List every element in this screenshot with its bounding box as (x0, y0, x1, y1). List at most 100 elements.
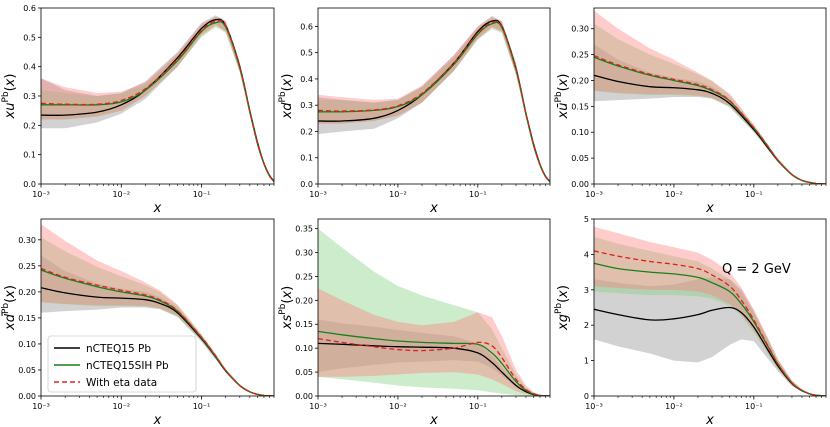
x-tick-label: 10⁻³ (32, 190, 50, 199)
y-tick-label: 3 (584, 286, 589, 295)
y-tick-label: 0.10 (295, 344, 313, 353)
line-with-eta-data (318, 337, 550, 396)
y-tick-label: 0.6 (300, 22, 313, 31)
plot-area (318, 15, 550, 183)
y-tick-label: 0.15 (18, 314, 36, 323)
x-tick-label: 10⁻¹ (745, 190, 763, 199)
x-tick-label: 10⁻² (112, 190, 130, 199)
y-tick-label: 0.25 (571, 51, 589, 60)
x-axis-label: x (153, 413, 162, 427)
x-axis-label: x (153, 201, 162, 216)
band-ncteq15-pb (594, 277, 826, 396)
y-axis-label: xuPb(x) (1, 74, 18, 120)
axes-frame (317, 7, 551, 185)
y-tick-label: 0.10 (18, 340, 36, 349)
panel-2: 0.0 0.1 0.2 0.3 0.4 0.5 0.6 10⁻³ 10⁻² 10⁻¹ x xdPb(x… (278, 7, 551, 216)
y-tick-label: 0.20 (18, 288, 36, 297)
line-with-eta-data (41, 19, 274, 182)
panel-3: 0.00 0.05 0.10 0.15 0.20 0.25 0.30 10⁻³ 10⁻² 10⁻¹… (554, 7, 827, 216)
band-ncteq15sih-pb (594, 23, 826, 184)
band-ncteq15-pb (41, 15, 274, 183)
axes-frame (317, 218, 551, 397)
y-axis-label: xūPb(x) (554, 74, 571, 120)
y-tick-label: 4 (584, 250, 589, 259)
y-tick-label: 0.20 (571, 76, 589, 85)
y-tick-label: 0.1 (23, 151, 36, 160)
y-tick-label: 0.25 (295, 272, 313, 281)
legend: nCTEQ15 Pb nCTEQ15SIH Pb With eta data (47, 335, 197, 393)
plot-area (41, 224, 274, 396)
y-tick-label: 5 (584, 215, 589, 224)
x-tick-label: 10⁻² (665, 402, 683, 411)
x-tick-label: 10⁻¹ (745, 402, 763, 411)
legend-label: With eta data (86, 377, 157, 389)
y-tick-label: 0.05 (18, 366, 36, 375)
x-tick-label: 10⁻² (112, 402, 130, 411)
y-tick-label: 0.05 (571, 154, 589, 163)
y-tick-label: 0.35 (295, 225, 313, 234)
y-tick-label: 0.0 (300, 180, 313, 189)
band-ncteq15sih-pb (594, 236, 826, 396)
panel-4: 0.00 0.05 0.10 0.15 0.20 0.25 0.30 10⁻³ 10⁻² 10⁻¹… (1, 218, 275, 427)
x-tick-label: 10⁻² (665, 190, 683, 199)
x-tick-label: 10⁻¹ (469, 190, 487, 199)
y-tick-label: 0.00 (18, 392, 36, 401)
plot-area (318, 228, 550, 396)
y-tick-label: 0.5 (23, 33, 36, 42)
x-tick-label: 10⁻³ (309, 402, 327, 411)
panel-1: 0.0 0.1 0.2 0.3 0.4 0.5 0.6 10⁻³ 10⁻² 10⁻¹ x xuPb(x… (1, 4, 275, 216)
axes-frame (40, 218, 275, 397)
x-tick-label: 10⁻³ (32, 402, 50, 411)
y-tick-label: 0.1 (300, 154, 313, 163)
y-tick-label: 2 (584, 321, 589, 330)
y-tick-label: 0.3 (23, 92, 36, 101)
y-tick-label: 0.25 (18, 262, 36, 271)
y-axis-label: xd̄Pb(x) (1, 285, 18, 331)
line-ncteq15sih-pb (41, 21, 274, 183)
line-with-eta-data (594, 54, 826, 184)
band-ncteq15sih-pb (41, 18, 274, 183)
x-tick-label: 10⁻³ (585, 402, 603, 411)
band-ncteq15-pb (594, 44, 826, 184)
x-axis-label: x (705, 201, 714, 216)
x-tick-label: 10⁻¹ (469, 402, 487, 411)
axes-frame (593, 7, 827, 185)
y-tick-label: 0.0 (23, 180, 36, 189)
y-tick-label: 0.15 (295, 320, 313, 329)
y-tick-label: 0.30 (18, 236, 36, 245)
x-tick-label: 10⁻³ (585, 190, 603, 199)
x-axis-label: x (705, 413, 714, 427)
y-tick-label: 0.30 (571, 25, 589, 34)
y-tick-label: 0.30 (295, 248, 313, 257)
y-tick-label: 0.05 (295, 368, 313, 377)
annotation-q: Q = 2 GeV (722, 262, 791, 277)
x-axis-label: x (429, 413, 438, 427)
band-ncteq15sih-pb (318, 228, 550, 396)
legend-label: nCTEQ15 Pb (86, 343, 151, 355)
x-tick-label: 10⁻³ (309, 190, 327, 199)
y-tick-label: 0.6 (23, 4, 36, 13)
x-axis-label: x (429, 201, 438, 216)
y-tick-label: 0.20 (295, 296, 313, 305)
x-tick-label: 10⁻¹ (193, 190, 211, 199)
band-with-eta-data (41, 224, 274, 396)
panel-6: 0 1 2 3 4 5 10⁻³ 10⁻² 10⁻¹ x xgPb(x) (554, 215, 827, 427)
line-with-eta-data (594, 250, 826, 396)
legend-label: nCTEQ15SIH Pb (86, 360, 169, 372)
panel-5: 0.00 0.05 0.10 0.15 0.20 0.25 0.30 0.35 10⁻³ 10⁻²… (278, 218, 551, 427)
y-axis-label: xdPb(x) (278, 74, 295, 120)
y-tick-label: 0.2 (300, 127, 313, 136)
plot-area (594, 226, 826, 396)
y-tick-label: 0.3 (300, 101, 313, 110)
band-ncteq15-pb (41, 255, 274, 396)
y-tick-label: 0 (584, 392, 589, 401)
axes-frame (593, 218, 827, 397)
legend-box (47, 335, 197, 393)
plot-area (41, 15, 274, 183)
y-tick-label: 0.15 (571, 102, 589, 111)
plot-area (594, 10, 826, 184)
band-with-eta-data (594, 226, 826, 396)
y-tick-label: 0.5 (300, 49, 313, 58)
y-tick-label: 0.4 (300, 75, 313, 84)
y-tick-label: 0.10 (571, 128, 589, 137)
